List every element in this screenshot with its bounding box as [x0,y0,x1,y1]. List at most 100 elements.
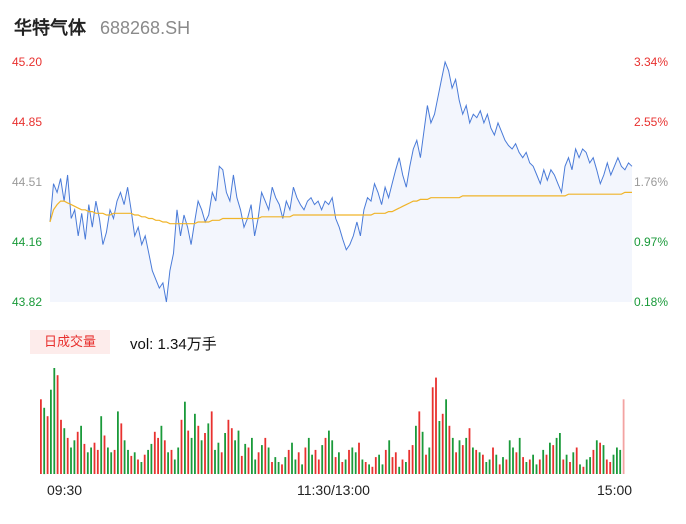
volume-bar [100,416,103,474]
volume-bar [475,449,478,474]
volume-bar [505,459,508,474]
volume-bar [284,457,287,474]
volume-bar [73,440,76,474]
volume-bar [488,459,491,474]
volume-bar [137,459,139,474]
volume-bar [364,462,367,474]
volume-bar [368,464,370,474]
volume-bar [465,437,468,474]
time-label-end: 15:00 [597,482,633,498]
volume-readout: vol: 1.34万手 [130,336,217,353]
volume-bar [311,454,313,474]
volume-bar [599,442,601,474]
volume-bar [277,462,280,474]
stock-name: 华特气体 [14,18,86,38]
volume-bar [103,435,106,474]
volume-bar [294,459,297,474]
volume-bar [314,449,317,474]
volume-bar [495,454,498,474]
volume-bar [579,464,581,474]
volume-bar [552,445,555,474]
volume-bar [60,419,62,474]
volume-bar [609,462,612,474]
volume-bar [143,454,146,474]
volume-bar [281,464,283,474]
volume-bar [261,445,263,474]
volume-bar [153,431,156,474]
volume-bar [418,411,421,474]
volume-bar [331,440,334,474]
volume-bar [391,457,394,474]
volume-bar [622,399,625,474]
volume-bar [170,449,173,474]
price-line [49,60,633,303]
volume-bar [66,437,69,474]
volume-bar [351,447,354,474]
volume-bar [374,457,377,474]
volume-bar [421,431,424,474]
volume-bar [559,433,561,474]
volume-bar [133,452,136,474]
volume-bar [234,440,236,474]
volume-bar [438,421,441,474]
volume-bar [204,433,206,474]
volume-bar [542,449,545,474]
volume-bar [549,442,551,474]
volume-bar [589,457,591,474]
volume-bar [334,457,337,474]
volume-bar [445,399,447,474]
pct-tick-label: 3.34% [633,55,668,69]
volume-bar [441,413,444,474]
volume-bar [110,452,113,474]
volume-bar [220,452,223,474]
volume-bar [267,447,270,474]
volume-bar [472,447,474,474]
volume-tab[interactable]: 日成交量 [30,330,110,354]
volume-bar [324,437,327,474]
volume-bar [502,457,504,474]
volume-bar [190,437,193,474]
volume-bar [163,440,166,474]
volume-bar [194,413,196,474]
price-tick-label: 45.20 [12,55,43,69]
volume-bar [46,416,49,474]
volume-bar [214,449,216,474]
volume-bar [555,437,558,474]
volume-bar [254,459,257,474]
pct-tick-label: 0.18% [633,295,668,309]
stock-code: 688268.SH [100,18,191,38]
volume-bar [321,445,324,474]
volume-bar [344,459,347,474]
volume-bar [585,459,588,474]
volume-bar [569,462,571,474]
volume-bar [157,437,159,474]
volume-bar [127,449,129,474]
volume-bar [271,462,273,474]
volume-bar [117,411,119,474]
volume-bar [482,454,484,474]
volume-bar [200,440,203,474]
volume-bar [478,452,481,474]
volume-bar [562,459,565,474]
volume-bar [384,449,387,474]
volume-bar [348,449,350,474]
volume-bar [394,452,397,474]
volume-bar [56,375,59,474]
volume-bar [173,459,176,474]
volume-bar [538,459,541,474]
price-tick-label: 44.16 [12,235,43,249]
volume-bar [545,454,548,474]
volume-bar [50,389,52,474]
volume-bar [76,431,79,474]
volume-bar [237,430,240,474]
volume-bar [86,452,89,474]
volume-bar [307,437,310,474]
volume-bar [448,425,451,474]
volume-bar [425,454,427,474]
volume-bar [354,452,357,474]
volume-bar [605,459,608,474]
volume-bar [328,430,330,474]
volume-bar [595,440,598,474]
volume-bar [80,425,82,474]
